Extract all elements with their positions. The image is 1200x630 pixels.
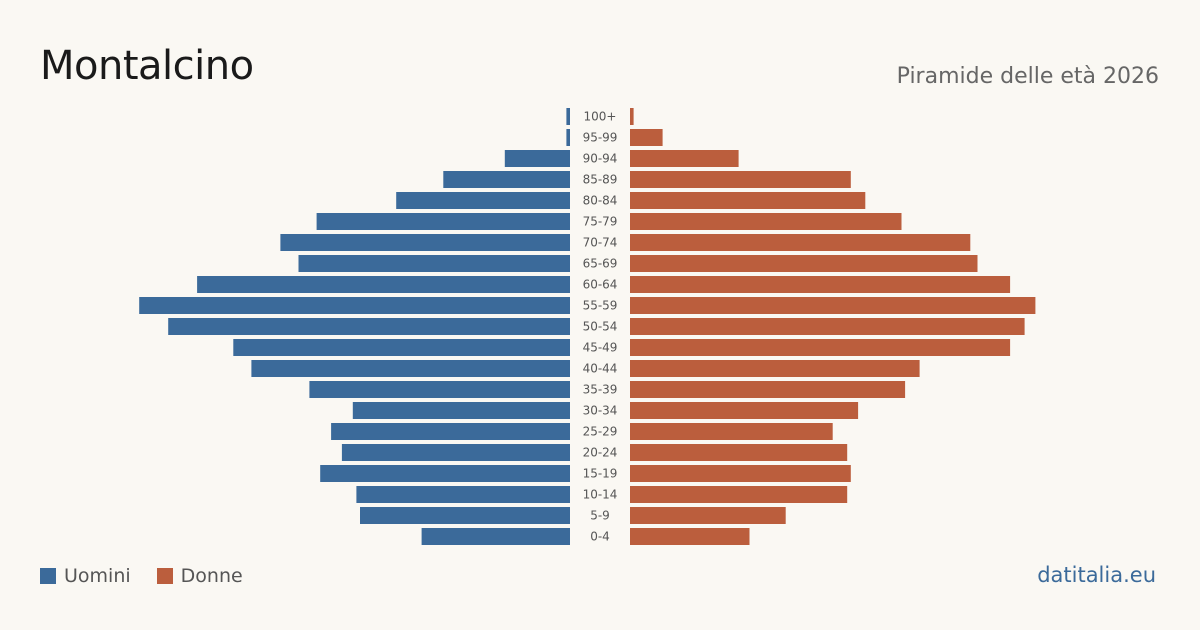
legend-item-men: Uomini	[40, 565, 131, 587]
bar-women-40-44	[630, 360, 920, 377]
age-label-55-59: 55-59	[583, 299, 618, 313]
bar-women-50-54	[630, 318, 1025, 335]
bar-men-95-99	[566, 129, 570, 146]
legend-swatch-women	[156, 568, 173, 584]
bar-men-45-49	[233, 339, 571, 356]
bar-men-90-94	[504, 150, 570, 167]
age-label-25-29: 25-29	[583, 425, 618, 439]
bar-women-0-4	[630, 528, 750, 545]
age-label-100+: 100+	[584, 110, 617, 124]
bar-women-45-49	[630, 339, 1011, 356]
age-label-60-64: 60-64	[583, 278, 618, 292]
bar-women-5-9	[630, 507, 786, 524]
bar-men-80-84	[396, 192, 570, 209]
age-label-85-89: 85-89	[583, 173, 618, 187]
bar-men-60-64	[197, 276, 570, 293]
bar-women-60-64	[630, 276, 1011, 293]
age-label-65-69: 65-69	[583, 257, 618, 271]
bar-women-100+	[630, 108, 634, 125]
bar-women-85-89	[630, 171, 851, 188]
chart-subtitle: Piramide delle età 2026	[896, 64, 1159, 89]
chart-legend: Uomini Donne	[40, 565, 269, 587]
legend-label-women: Donne	[180, 565, 243, 587]
bar-women-10-14	[630, 486, 848, 503]
age-label-5-9: 5-9	[590, 509, 610, 523]
age-label-80-84: 80-84	[583, 194, 618, 208]
age-label-75-79: 75-79	[583, 215, 618, 229]
bar-women-80-84	[630, 192, 866, 209]
bar-women-25-29	[630, 423, 833, 440]
page-title: Montalcino	[40, 43, 254, 89]
bar-men-20-24	[341, 444, 570, 461]
age-label-45-49: 45-49	[583, 341, 618, 355]
bar-men-15-19	[320, 465, 570, 482]
bar-women-35-39	[630, 381, 906, 398]
bar-women-20-24	[630, 444, 848, 461]
bar-men-0-4	[421, 528, 570, 545]
legend-label-men: Uomini	[64, 565, 131, 587]
bar-men-5-9	[360, 507, 570, 524]
bar-men-75-79	[316, 213, 570, 230]
age-label-20-24: 20-24	[583, 446, 618, 460]
bar-women-75-79	[630, 213, 902, 230]
legend-item-women: Donne	[156, 565, 243, 587]
bar-men-35-39	[309, 381, 570, 398]
bar-women-95-99	[630, 129, 663, 146]
bar-men-85-89	[443, 171, 570, 188]
bar-men-10-14	[356, 486, 570, 503]
bar-men-70-74	[280, 234, 570, 251]
bar-women-65-69	[630, 255, 978, 272]
bar-men-40-44	[251, 360, 570, 377]
bar-women-55-59	[630, 297, 1036, 314]
bar-men-100+	[566, 108, 570, 125]
bar-women-90-94	[630, 150, 739, 167]
bar-women-30-34	[630, 402, 859, 419]
age-label-0-4: 0-4	[590, 530, 610, 544]
bar-men-30-34	[352, 402, 570, 419]
bar-men-50-54	[168, 318, 570, 335]
age-label-95-99: 95-99	[583, 131, 618, 145]
bar-men-25-29	[331, 423, 570, 440]
bar-women-70-74	[630, 234, 971, 251]
age-label-30-34: 30-34	[583, 404, 618, 418]
age-label-50-54: 50-54	[583, 320, 618, 334]
brand-link[interactable]: datitalia.eu	[1037, 563, 1156, 587]
bar-women-15-19	[630, 465, 851, 482]
age-label-35-39: 35-39	[583, 383, 618, 397]
bar-men-55-59	[139, 297, 570, 314]
bar-men-65-69	[298, 255, 570, 272]
age-label-90-94: 90-94	[583, 152, 618, 166]
age-label-40-44: 40-44	[583, 362, 618, 376]
legend-swatch-men	[40, 568, 56, 584]
age-label-10-14: 10-14	[583, 488, 618, 502]
age-label-15-19: 15-19	[583, 467, 618, 481]
age-label-70-74: 70-74	[583, 236, 618, 250]
